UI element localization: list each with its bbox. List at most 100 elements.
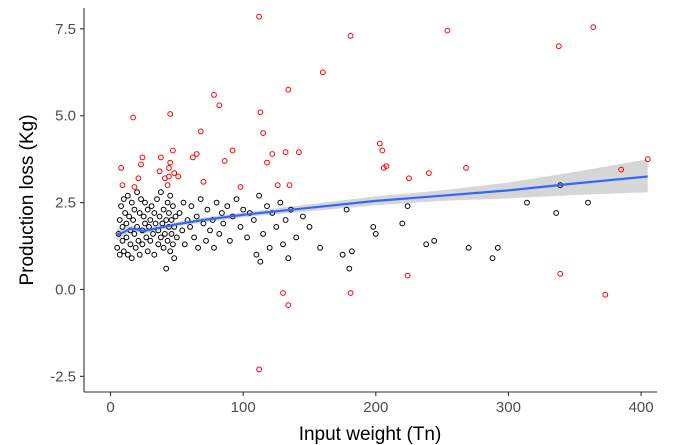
- data-point: [346, 265, 353, 272]
- data-point: [277, 199, 284, 206]
- data-point: [343, 206, 350, 213]
- data-point: [150, 231, 156, 237]
- data-point: [138, 196, 144, 203]
- data-point: [135, 237, 142, 244]
- outlier-point: [166, 173, 172, 180]
- outlier-point: [280, 290, 286, 296]
- y-tick-label: 5.0: [55, 108, 76, 125]
- outlier-point: [229, 147, 236, 154]
- outlier-point: [167, 111, 174, 117]
- outlier-point: [260, 130, 267, 137]
- outlier-point: [130, 114, 137, 121]
- data-point: [127, 241, 134, 248]
- outlier-point: [444, 27, 451, 34]
- outlier-point: [404, 272, 411, 279]
- trend-line: [116, 175, 648, 236]
- data-point: [224, 203, 231, 210]
- data-point: [143, 234, 150, 241]
- data-point: [122, 210, 128, 216]
- data-point: [423, 241, 430, 248]
- data-point: [116, 217, 123, 223]
- data-point: [120, 196, 127, 203]
- outlier-point: [282, 149, 289, 156]
- data-point: [151, 251, 158, 258]
- data-point: [195, 244, 202, 251]
- y-tick-label: 0.0: [55, 281, 76, 298]
- data-point: [163, 265, 170, 272]
- data-point: [187, 224, 194, 230]
- data-point: [370, 224, 377, 230]
- data-point: [237, 224, 244, 230]
- outlier-point: [376, 140, 383, 147]
- data-point: [404, 203, 411, 210]
- data-point: [431, 237, 438, 244]
- data-point: [132, 244, 139, 251]
- outlier-point: [170, 147, 176, 154]
- outlier-point: [618, 166, 625, 173]
- data-point: [293, 234, 300, 241]
- data-point: [181, 241, 188, 248]
- outlier-point: [406, 175, 412, 182]
- data-point: [155, 241, 162, 248]
- data-point: [193, 213, 200, 220]
- data-point: [128, 199, 135, 206]
- data-point: [253, 251, 260, 258]
- outlier-point: [193, 151, 200, 157]
- data-point: [216, 231, 223, 237]
- data-point: [148, 203, 155, 210]
- outlier-point: [216, 102, 223, 109]
- data-point: [164, 237, 171, 244]
- outlier-point: [175, 173, 182, 180]
- outlier-point: [319, 69, 326, 76]
- data-point: [306, 224, 313, 230]
- data-point: [144, 248, 151, 255]
- outlier-point: [644, 156, 651, 163]
- data-point: [167, 248, 174, 255]
- data-point: [211, 244, 217, 251]
- outlier-point: [463, 165, 469, 171]
- x-tick-label: 400: [629, 399, 654, 416]
- data-point: [191, 234, 198, 241]
- data-point: [300, 213, 306, 220]
- outlier-point: [156, 168, 163, 175]
- data-point: [171, 255, 178, 262]
- data-point: [273, 224, 280, 230]
- y-axis-title: Production loss (Kg): [17, 114, 38, 285]
- outlier-point: [383, 163, 390, 170]
- data-point: [123, 220, 130, 227]
- data-point: [160, 206, 167, 213]
- outlier-point: [158, 154, 164, 161]
- x-axis-title: Input weight (Tn): [299, 424, 442, 445]
- data-point: [123, 234, 130, 241]
- outlier-point: [167, 159, 174, 166]
- data-point: [119, 237, 126, 244]
- x-tick-label: 300: [496, 399, 521, 416]
- data-point: [170, 203, 176, 210]
- data-point: [164, 199, 171, 206]
- data-point: [147, 237, 154, 244]
- data-point: [176, 210, 183, 216]
- data-point: [180, 199, 187, 206]
- data-point: [139, 241, 146, 248]
- outlier-point: [166, 165, 172, 171]
- data-point: [282, 217, 289, 223]
- data-point: [120, 248, 127, 255]
- data-point: [227, 237, 233, 244]
- data-point: [140, 213, 147, 220]
- data-point: [207, 227, 213, 234]
- outlier-point: [347, 290, 354, 296]
- data-point: [256, 192, 263, 199]
- outlier-point: [139, 154, 146, 161]
- outlier-point: [119, 182, 126, 189]
- axes-layer: [83, 8, 657, 393]
- data-point: [585, 199, 591, 206]
- data-point: [131, 206, 138, 213]
- outlier-point: [200, 178, 207, 185]
- outlier-point: [602, 291, 609, 298]
- data-point: [244, 234, 251, 241]
- data-point: [116, 251, 123, 258]
- data-point: [118, 203, 124, 210]
- outlier-point: [197, 128, 204, 135]
- data-point: [136, 251, 143, 258]
